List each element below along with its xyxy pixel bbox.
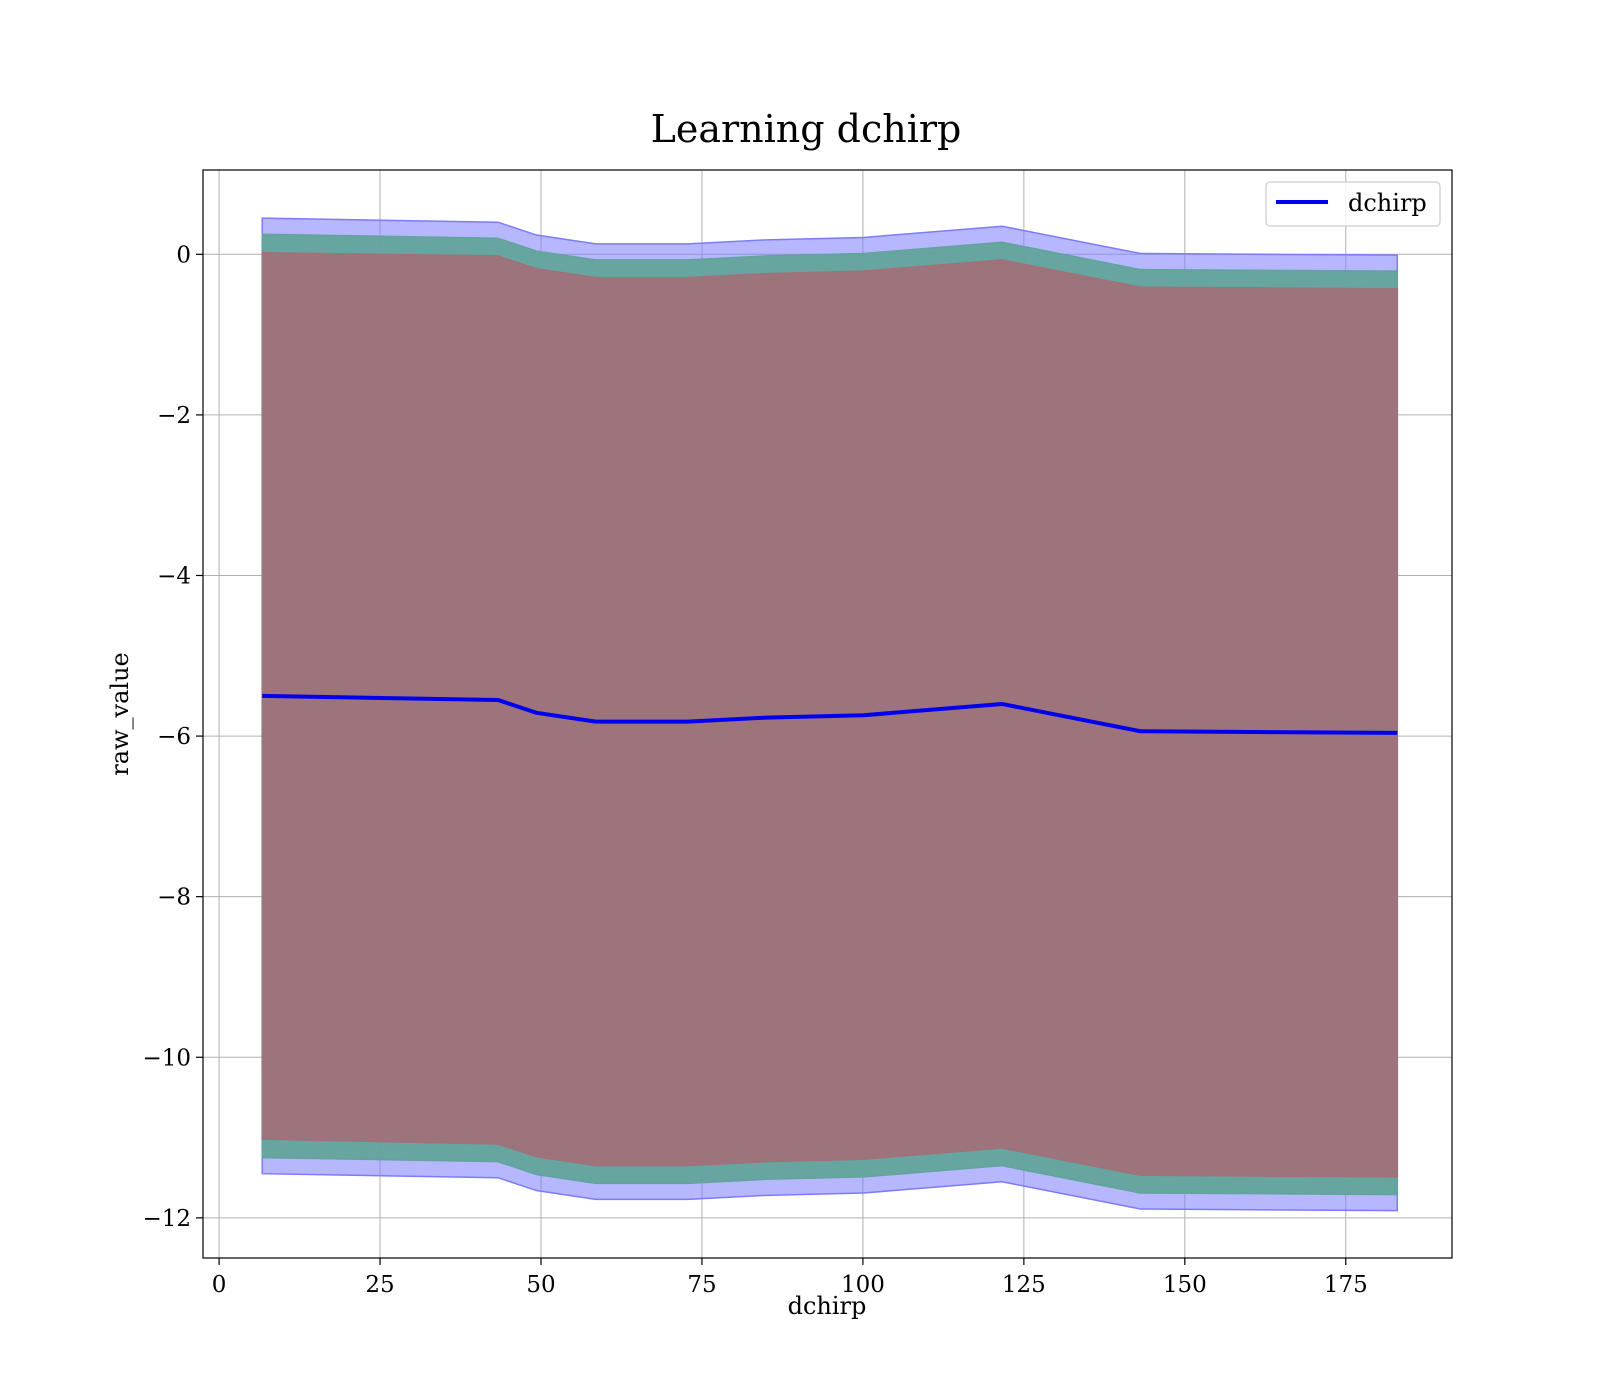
x-tick-label: 175 bbox=[1324, 1272, 1368, 1298]
x-tick-label: 0 bbox=[212, 1272, 227, 1298]
series-line-dchirp bbox=[262, 693, 1398, 735]
x-tick-label: 125 bbox=[1002, 1272, 1046, 1298]
x-tick-label: 25 bbox=[365, 1272, 394, 1298]
y-tick-label: −12 bbox=[142, 1206, 191, 1232]
legend: dchirp bbox=[1265, 181, 1441, 227]
y-tick-label: −2 bbox=[157, 403, 191, 429]
x-tick-label: 100 bbox=[841, 1272, 885, 1298]
y-tick-label: 0 bbox=[176, 242, 191, 268]
x-axis-ticks: 0 25 50 75 100 125 150 175 bbox=[212, 1258, 1368, 1298]
chart-title: Learning dchirp bbox=[651, 107, 962, 151]
x-axis-label: dchirp bbox=[788, 1292, 867, 1320]
x-tick-label: 50 bbox=[526, 1272, 555, 1298]
y-tick-label: −8 bbox=[157, 885, 191, 911]
x-tick-label: 150 bbox=[1163, 1272, 1207, 1298]
y-axis-label: raw_value bbox=[106, 652, 134, 776]
plot-frame bbox=[202, 169, 1453, 1259]
series-lines bbox=[262, 693, 1398, 735]
x-tick-label: 75 bbox=[687, 1272, 716, 1298]
legend-label-dchirp: dchirp bbox=[1348, 189, 1427, 217]
legend-box bbox=[1265, 181, 1441, 227]
y-tick-label: −10 bbox=[142, 1045, 191, 1071]
y-tick-label: −4 bbox=[157, 563, 191, 589]
plot-area bbox=[202, 169, 1453, 1259]
y-axis-ticks: 0 −2 −4 −6 −8 −10 −12 bbox=[142, 242, 203, 1232]
y-tick-label: −6 bbox=[157, 724, 191, 750]
